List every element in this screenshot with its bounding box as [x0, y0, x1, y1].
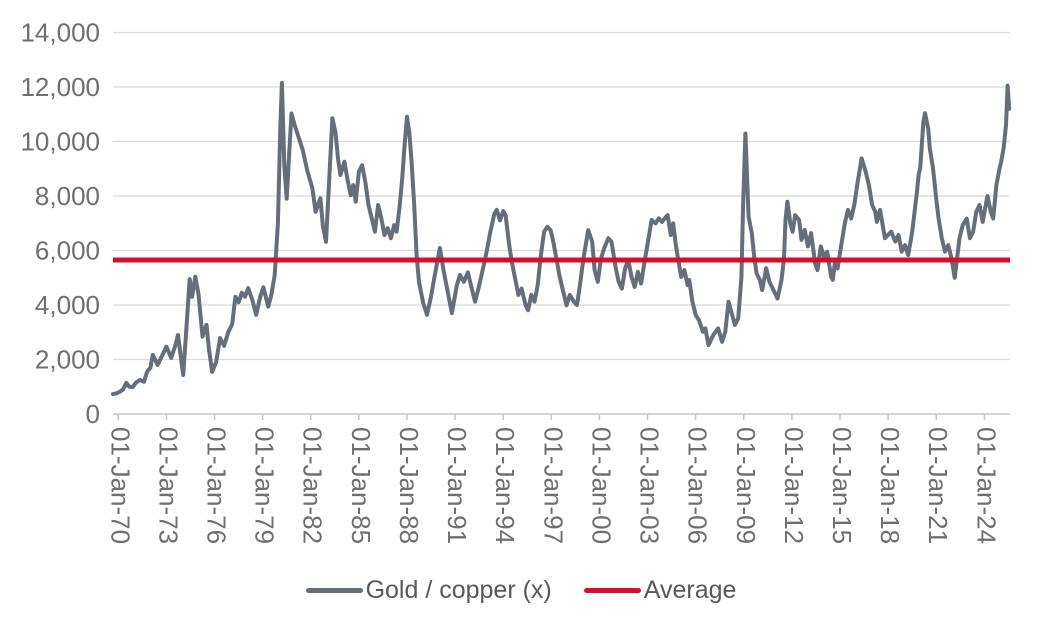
x-axis-tick-label: 01-Jan-21: [923, 427, 953, 544]
gold-copper-series-line: [111, 80, 1012, 397]
y-axis-tick-label: 12,000: [20, 72, 100, 102]
average-line-swatch-icon: [583, 587, 641, 593]
x-axis-tick-label: 01-Jan-73: [153, 427, 183, 544]
chart-legend: Gold / copper (x) Average: [0, 572, 1042, 608]
x-axis-tick-label: 01-Jan-12: [779, 427, 809, 544]
y-axis-tick-label: 10,000: [20, 127, 100, 157]
y-axis-tick-label: 0: [86, 399, 100, 429]
x-axis-tick-label: 01-Jan-03: [635, 427, 665, 544]
y-axis-tick-label: 8,000: [35, 181, 100, 211]
x-axis-tick-label: 01-Jan-82: [298, 427, 328, 544]
y-axis-tick-label: 6,000: [35, 236, 100, 266]
x-axis-tick-label: 01-Jan-24: [971, 427, 1001, 544]
y-axis-tick-label: 4,000: [35, 290, 100, 320]
x-axis-tick-label: 01-Jan-94: [490, 427, 520, 544]
y-axis-tick-label: 2,000: [35, 345, 100, 375]
x-axis-tick-label: 01-Jan-09: [731, 427, 761, 544]
x-axis-tick-label: 01-Jan-06: [683, 427, 713, 544]
legend-label-average: Average: [643, 575, 737, 604]
x-axis-tick-label: 01-Jan-15: [827, 427, 857, 544]
legend-label-gold-copper: Gold / copper (x): [365, 575, 552, 604]
x-axis-tick-label: 01-Jan-00: [586, 427, 616, 544]
x-axis-tick-label: 01-Jan-76: [202, 427, 232, 544]
x-axis-tick-label: 01-Jan-88: [394, 427, 424, 544]
x-axis-tick-label: 01-Jan-91: [442, 427, 472, 544]
legend-item-average: Average: [583, 575, 737, 604]
x-axis-tick-label: 01-Jan-85: [346, 427, 376, 544]
x-axis-tick-label: 01-Jan-97: [538, 427, 568, 544]
x-axis-tick-label: 01-Jan-79: [250, 427, 280, 544]
series-line-swatch-icon: [305, 587, 363, 593]
x-axis-tick-label: 01-Jan-70: [105, 427, 135, 544]
y-axis-tick-label: 14,000: [20, 18, 100, 48]
x-axis-tick-label: 01-Jan-18: [875, 427, 905, 544]
legend-item-gold-copper: Gold / copper (x): [305, 575, 552, 604]
